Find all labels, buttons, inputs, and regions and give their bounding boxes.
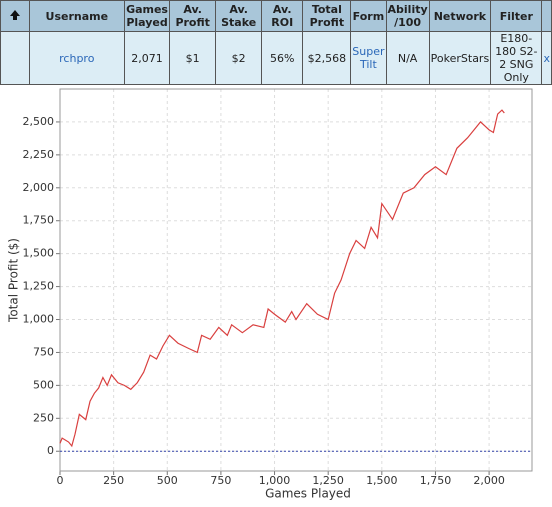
username-link[interactable]: rchpro <box>28 31 126 85</box>
y-tick-label: 750 <box>33 345 54 358</box>
y-tick-label: 250 <box>33 411 54 424</box>
y-tick-label: 1,250 <box>23 280 55 293</box>
header-cell[interactable]: Network <box>428 0 492 32</box>
cell: $2 <box>215 31 262 85</box>
x-tick-label: 1,250 <box>312 474 344 487</box>
cell: $2,568 <box>302 31 352 85</box>
form-link[interactable]: Super Tilt <box>350 31 387 85</box>
profit-line <box>59 109 505 448</box>
header-cell[interactable]: Av. Profit <box>168 0 217 32</box>
header-cell[interactable]: Form <box>350 0 387 32</box>
y-tick-label: 1,500 <box>23 247 55 260</box>
x-tick-label: 1,000 <box>259 474 291 487</box>
y-tick-label: 500 <box>33 378 54 391</box>
header-cell[interactable]: Username <box>28 0 126 32</box>
x-tick-label: 500 <box>157 474 178 487</box>
arrow-icon <box>9 9 20 20</box>
x-tick-label: 1,750 <box>420 474 452 487</box>
y-tick-label: 1,750 <box>23 214 55 227</box>
x-tick-label: 2,000 <box>473 474 505 487</box>
y-tick-label: 2,000 <box>23 181 55 194</box>
header-cell[interactable]: Av. ROI <box>260 0 304 32</box>
cell: 2,071 <box>124 31 170 85</box>
cell: 56% <box>260 31 304 85</box>
chart: Games Played Total Profit ($) 0 250 500 750… <box>7 88 533 501</box>
plot-frame <box>59 88 533 472</box>
cell: $1 <box>168 31 217 85</box>
data-row: rchpro 2,071 $1 $2 56% $2,568 Super Tilt… <box>0 31 552 85</box>
y-tick-label: 0 <box>47 444 54 457</box>
x-tick-label: 250 <box>103 474 124 487</box>
y-tick-label: 2,250 <box>23 148 55 161</box>
x-tick-label: 1,500 <box>366 474 398 487</box>
header-cell[interactable]: Av. Stake <box>215 0 262 32</box>
x-tick-label: 750 <box>210 474 231 487</box>
cell: E180-180 S2-2 SNG Only <box>490 31 543 85</box>
x-tick-label: 0 <box>57 474 64 487</box>
sort-icon[interactable] <box>0 0 30 32</box>
stats-table: Username Games Played Av. Profit Av. Sta… <box>0 0 552 85</box>
header-cell[interactable]: Games Played <box>124 0 170 32</box>
header-row: Username Games Played Av. Profit Av. Sta… <box>0 0 552 32</box>
cell: PokerStars <box>428 31 492 85</box>
header-cell <box>541 0 552 32</box>
header-cell[interactable]: Ability /100 <box>385 0 430 32</box>
cell: N/A <box>385 31 430 85</box>
header-cell[interactable]: Filter <box>490 0 543 32</box>
y-tick-label: 1,000 <box>23 313 55 326</box>
y-tick-label: 2,500 <box>23 115 55 128</box>
remove-link[interactable]: x <box>541 31 552 85</box>
header-cell[interactable]: Total Profit <box>302 0 352 32</box>
x-axis-title: Games Played <box>265 487 351 501</box>
cell <box>0 31 30 85</box>
y-axis-title: Total Profit ($) <box>7 238 21 323</box>
